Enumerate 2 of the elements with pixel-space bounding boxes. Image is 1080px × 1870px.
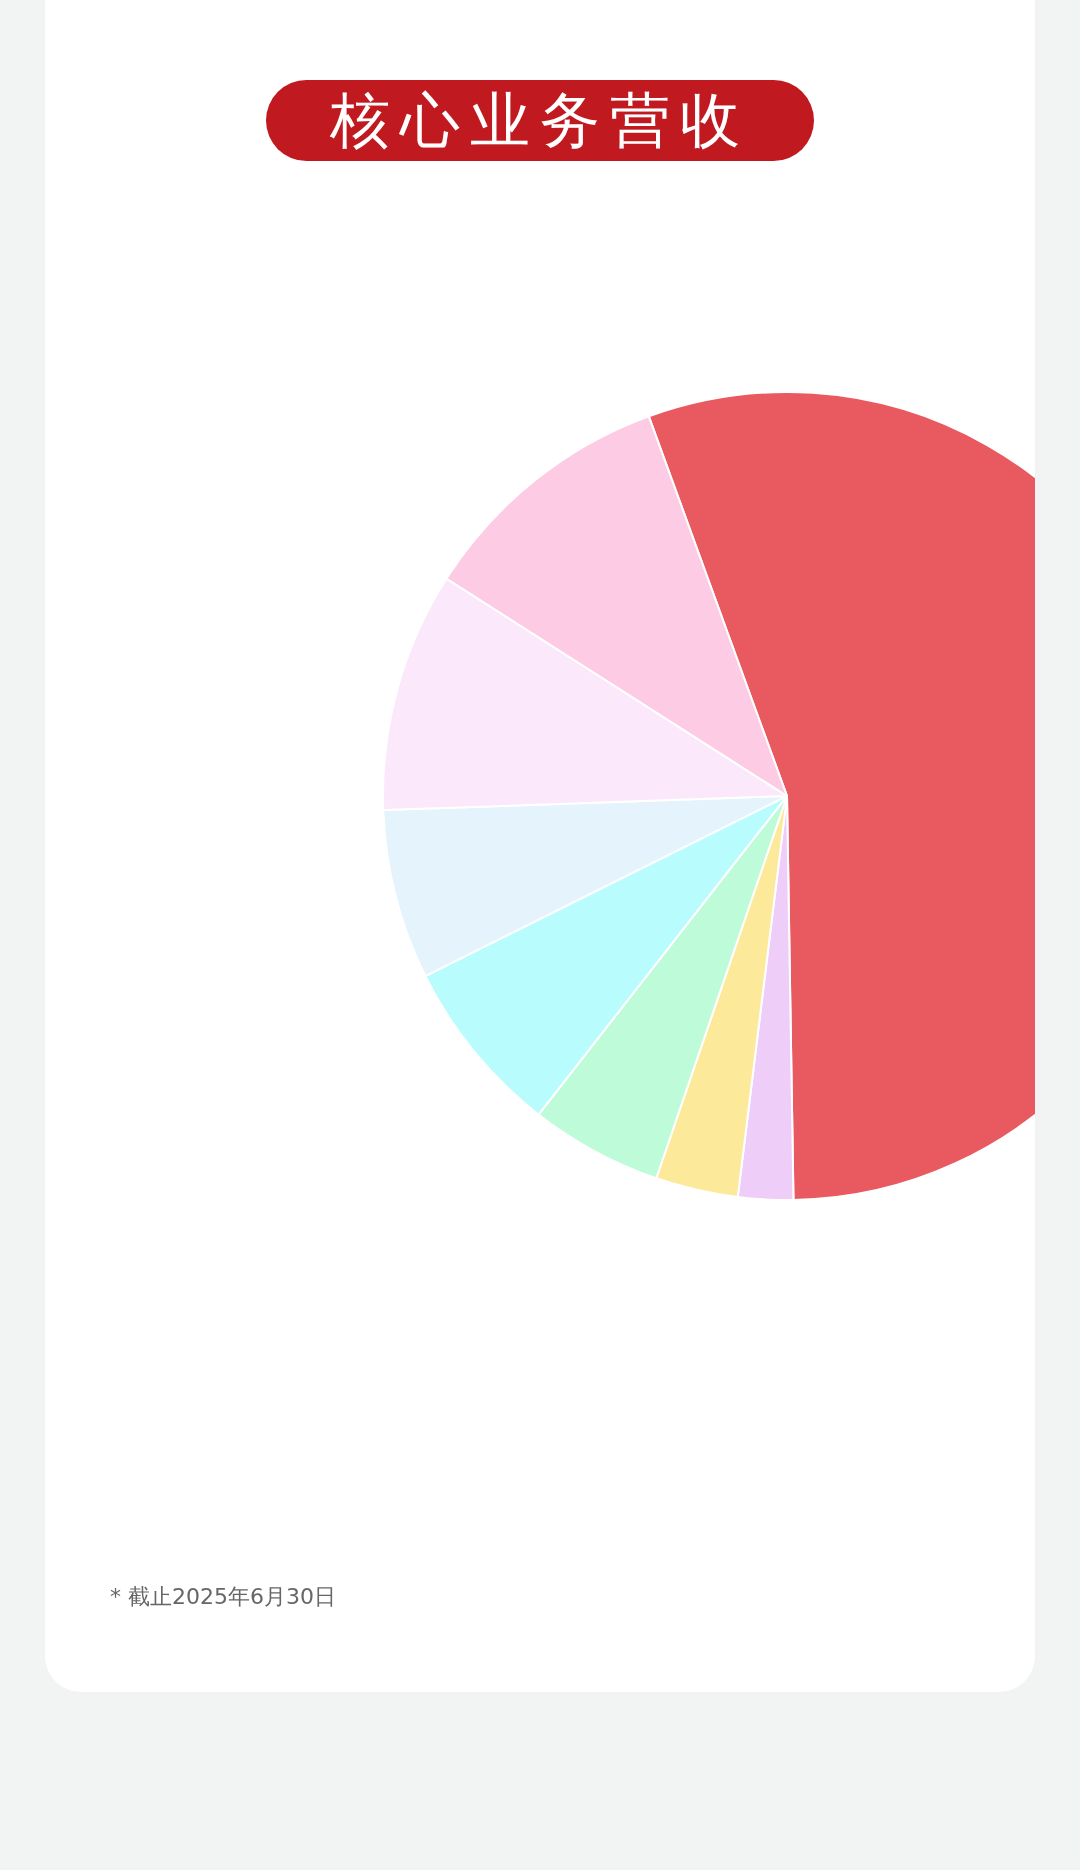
text: * 截止2025年6月30日 [110, 1583, 336, 1611]
chart-title: 核心业务营收 [266, 80, 814, 161]
